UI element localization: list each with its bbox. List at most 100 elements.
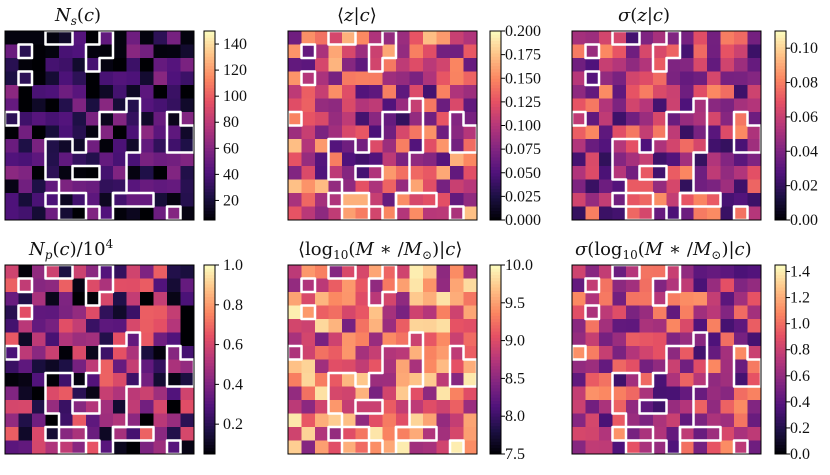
heatmap-cell (693, 400, 708, 414)
heatmap-cell (423, 206, 437, 221)
heatmap-cell (72, 427, 87, 441)
heatmap-cell (45, 413, 60, 428)
colorbar-band (204, 387, 215, 392)
heatmap-cell (140, 332, 154, 347)
cluster-outline (354, 398, 384, 415)
heatmap-cell (436, 98, 451, 113)
colorbar-band (775, 343, 786, 348)
heatmap-cell (369, 152, 383, 167)
heatmap-cell (382, 139, 397, 153)
heatmap-cell (140, 427, 154, 441)
heatmap-cell (328, 359, 343, 374)
heatmap-cell (5, 440, 19, 455)
colorbar-band (490, 409, 501, 414)
colorbar-band (490, 384, 501, 389)
cluster-outline (84, 29, 115, 73)
heatmap-cell (463, 166, 478, 180)
heatmap-cell (355, 278, 370, 293)
cluster-outline (17, 43, 34, 60)
colorbar-band (775, 125, 786, 130)
heatmap-cell (342, 125, 356, 140)
heatmap-cell (612, 166, 627, 180)
colorbar-band (775, 31, 786, 35)
colorbar-band (490, 153, 501, 158)
heatmap-cell (369, 179, 383, 194)
cluster-outline (394, 425, 438, 442)
heatmap-cell (140, 31, 154, 45)
heatmap-cell (32, 193, 46, 207)
colorbar-band (204, 191, 215, 196)
heatmap-cell (639, 166, 654, 180)
heatmap-cell (126, 386, 141, 401)
cluster-outline (300, 70, 317, 87)
colorbar-band (490, 43, 501, 48)
heatmap-cell (626, 44, 640, 59)
colorbar-band (204, 53, 215, 57)
heatmap-cell (693, 386, 708, 401)
heatmap-cell (59, 400, 73, 414)
heatmap-cell (463, 206, 478, 221)
heatmap-cell (5, 278, 19, 293)
colorbar-band (490, 431, 501, 436)
heatmap-cell (153, 44, 168, 59)
heatmap-cell (288, 427, 302, 441)
heatmap-cell (342, 427, 356, 441)
heatmap-cell (18, 292, 33, 306)
colorbar-band (204, 425, 215, 430)
heatmap-cell (639, 440, 654, 455)
heatmap-cell (747, 359, 762, 374)
heatmap-cell (32, 427, 46, 441)
heatmap-cell (355, 386, 370, 401)
heatmap-cell (32, 125, 46, 140)
heatmap-cell (153, 166, 168, 180)
heatmap-cell (653, 179, 667, 194)
heatmap-cell (599, 319, 613, 333)
heatmap-cell (59, 332, 73, 347)
heatmap-cell (32, 373, 46, 387)
heatmap-cell (369, 206, 383, 221)
heatmap-cell (734, 179, 748, 194)
heatmap-cell (626, 386, 640, 401)
colorbar-band (490, 53, 501, 57)
heatmap-cell (653, 346, 667, 360)
heatmap-cell (639, 359, 654, 374)
heatmap-cell (342, 152, 356, 167)
heatmap-cell (680, 319, 694, 333)
heatmap-cell (180, 166, 195, 180)
heatmap-cell (369, 31, 383, 45)
heatmap-cell (436, 278, 451, 293)
heatmap-cell (423, 400, 437, 414)
heatmap-cell (680, 278, 694, 293)
heatmap-cell (585, 125, 600, 140)
heatmap-cell (423, 44, 437, 59)
heatmap-cell (382, 206, 397, 221)
heatmap-cell (355, 85, 370, 99)
colorbar-band (204, 106, 215, 111)
heatmap-cell (599, 265, 613, 279)
heatmap-cell (720, 346, 735, 360)
heatmap-cell (369, 58, 383, 72)
colorbar-band (490, 84, 501, 89)
heatmap-cell (32, 359, 46, 374)
heatmap-cell (369, 332, 383, 347)
panel-frame (4, 30, 195, 221)
heatmap-cell (707, 125, 721, 140)
heatmap-cell (153, 98, 168, 113)
heatmap-cell (126, 44, 141, 59)
heatmap-cell (693, 413, 708, 428)
colorbar-band (775, 334, 786, 338)
colorbar-band (775, 175, 786, 180)
heatmap-cell (355, 373, 370, 387)
heatmap-cell (436, 292, 451, 306)
heatmap-cell (436, 373, 451, 387)
colorbar-band (775, 265, 786, 269)
heatmap-cell (113, 85, 127, 99)
heatmap-cell (32, 166, 46, 180)
heatmap-cell (653, 31, 667, 45)
heatmap-cell (369, 305, 383, 320)
colorbar-band (775, 109, 786, 114)
heatmap-cell (18, 427, 33, 441)
heatmap-cell (450, 292, 464, 306)
colorbar-band (775, 409, 786, 414)
heatmap-cell (355, 359, 370, 374)
